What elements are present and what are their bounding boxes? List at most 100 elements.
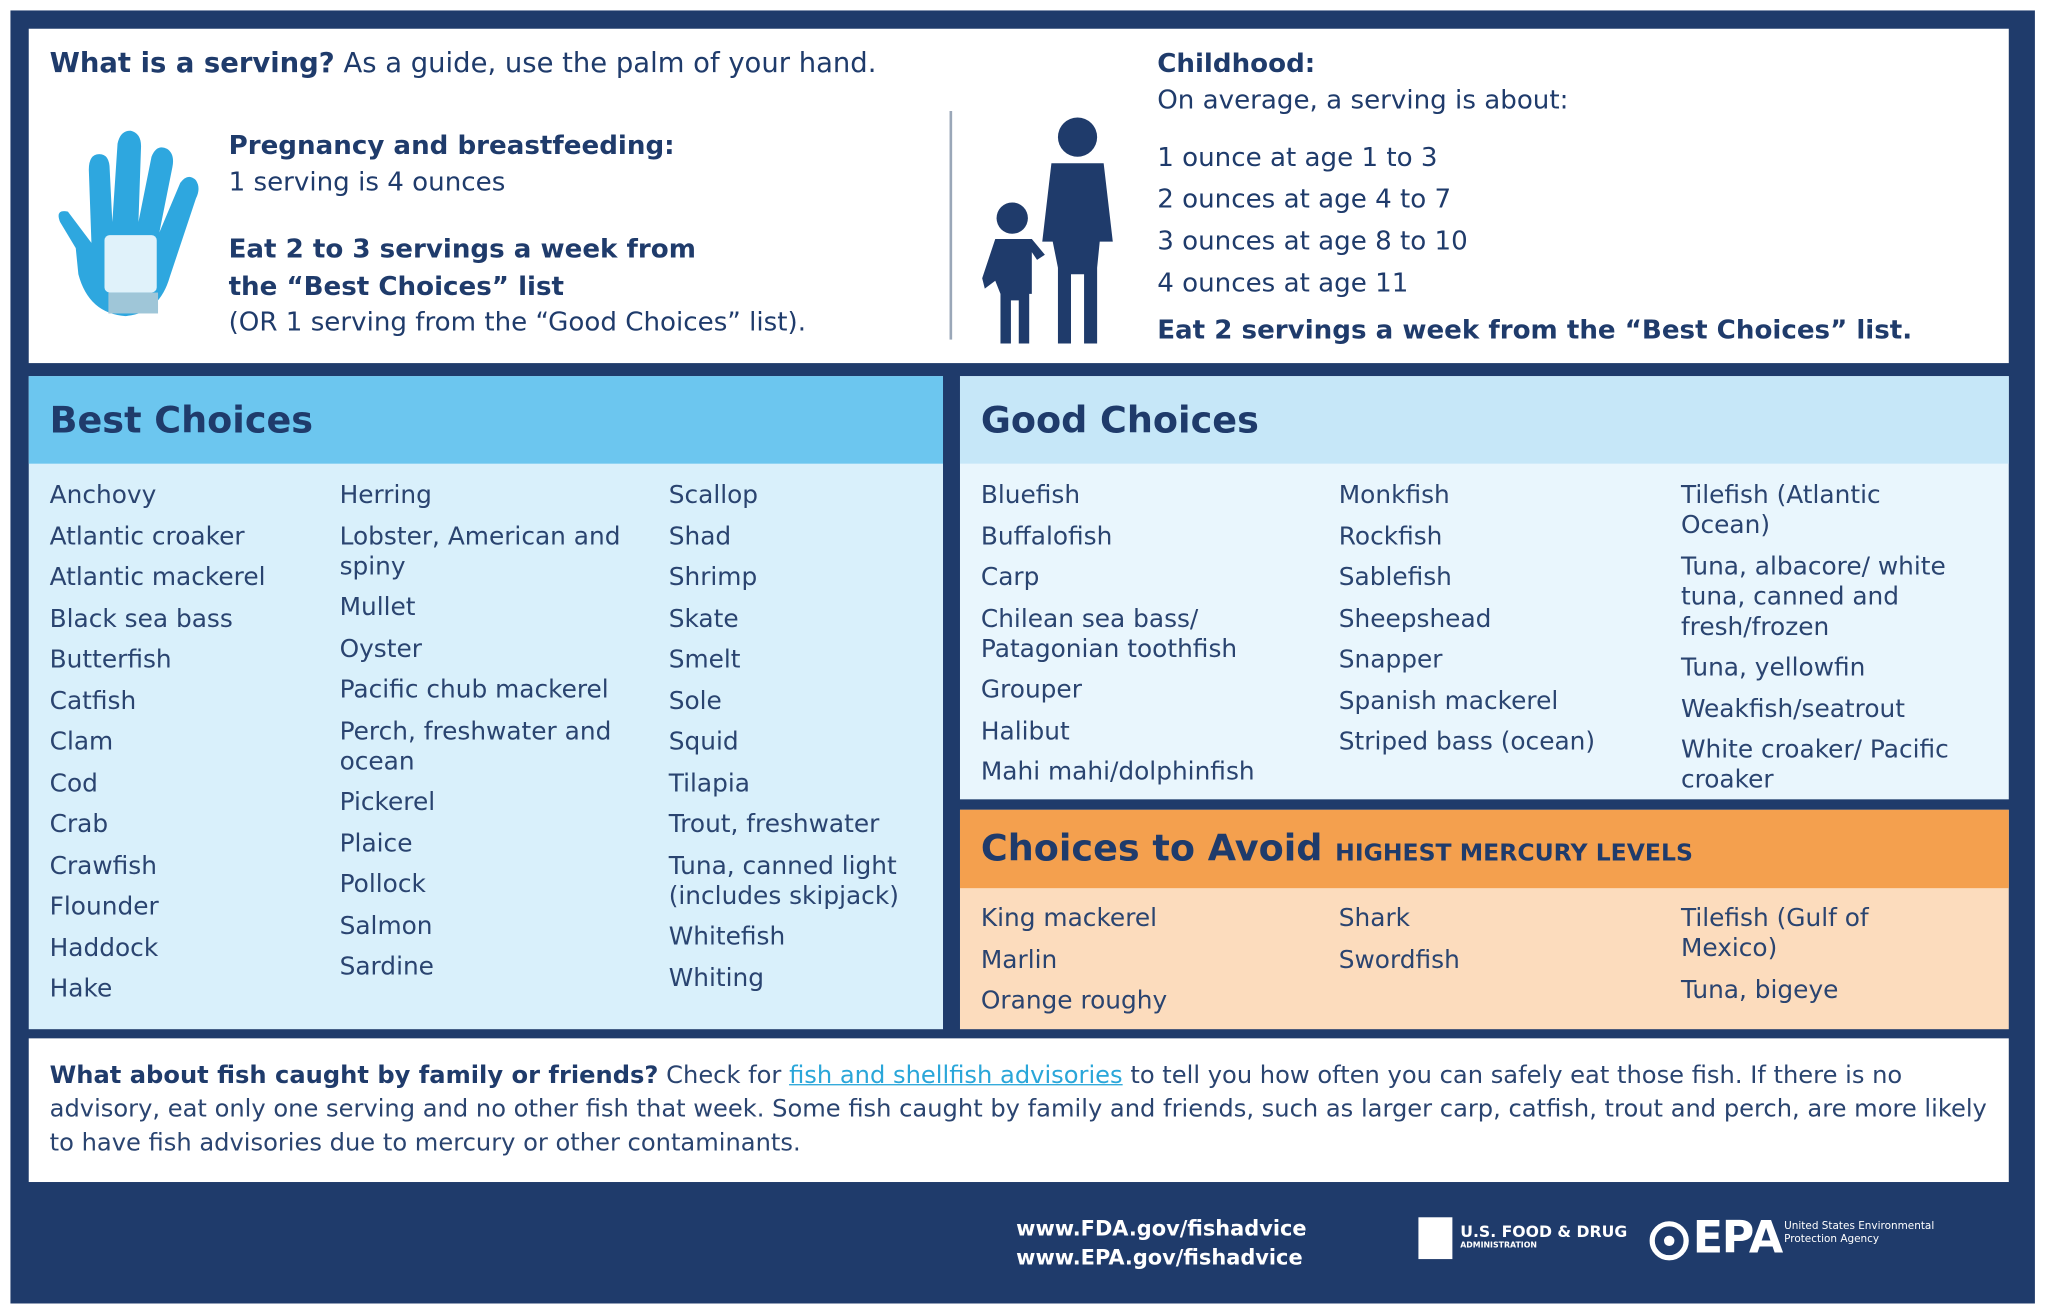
list-column: Shark Swordfish (1339, 904, 1633, 986)
caught-text-start: Check for (666, 1061, 782, 1090)
fish-item: Cod (49, 768, 98, 798)
good-title: Good Choices (959, 376, 2009, 464)
caught-text-end: to tell you how often you can safely eat… (49, 1061, 1987, 1158)
fish-item: Sardine (339, 952, 434, 981)
fish-item: Grouper (980, 675, 1082, 704)
fish-item: Squid (668, 727, 739, 757)
fish-item: Weakfish/seatrout (1680, 694, 1905, 723)
pregnancy-size: 1 serving is 4 ounces (228, 165, 506, 198)
avoid-panel: Choices to Avoid HIGHEST MERCURY LEVELS … (959, 809, 2009, 1030)
fish-item: King mackerel (980, 903, 1158, 933)
fish-item: Atlantic mackerel (49, 562, 266, 592)
fish-item: Sheepshead (1338, 604, 1492, 633)
best-panel: Best Choices Anchovy Atlantic croaker Atla… (28, 376, 944, 1030)
fish-item: Tuna, albacore/ white tuna, canned and f… (1680, 551, 1946, 641)
fish-item: Clam (49, 727, 114, 757)
fish-item: Tuna, bigeye (1680, 975, 1839, 1004)
childhood-size: 2 ounces at age 4 to 7 (1157, 182, 1452, 215)
fish-item: Oyster (339, 634, 422, 663)
serving-section (28, 28, 2009, 364)
fish-item: Tuna, canned light (includes skipjack) (668, 850, 899, 910)
childhood-size: 3 ounces at age 8 to 10 (1157, 224, 1468, 256)
fish-item: Tuna, yellowfin (1680, 653, 1866, 682)
footer-urls: www.FDA.gov/fishadvice www.EPA.gov/fisha… (1016, 1215, 1306, 1272)
fish-item: Herring (339, 480, 432, 510)
list-column: Tilefish (Gulf of Mexico) Tuna, bigeye (1681, 904, 1955, 1016)
serving-intro: What is a serving? As a guide, use the p… (50, 47, 877, 78)
fish-item: Snapper (1338, 645, 1443, 674)
divider (949, 111, 953, 340)
fish-item: Salmon (339, 911, 433, 940)
fish-item: Sole (668, 686, 722, 716)
list-column: Anchovy Atlantic croaker Atlantic mackerel… (50, 481, 344, 1016)
epa-flower (1649, 1221, 1689, 1261)
pregnancy-alternative: (OR 1 serving from the “Good Choices” li… (228, 305, 807, 337)
fish-item: Mullet (339, 592, 416, 622)
childhood-size: 1 ounce at age 1 to 3 (1157, 141, 1438, 173)
fish-item: Anchovy (49, 480, 157, 510)
avoid-subtitle: HIGHEST MERCURY LEVELS (1335, 839, 1693, 868)
childhood-advice: Eat 2 servings a week from the “Best Cho… (1157, 313, 1913, 345)
fish-item: Bluefish (980, 480, 1081, 510)
fish-item: Shad (668, 521, 732, 551)
caught-question: What about fish caught by family or frie… (49, 1061, 659, 1090)
caught-text: What about fish caught by family or frie… (50, 1059, 1996, 1161)
fish-item: Shark (1338, 903, 1411, 933)
fish-item: Trout, freshwater (668, 809, 880, 839)
fda-name: U.S. FOOD & DRUG (1460, 1222, 1628, 1241)
fish-item: Swordfish (1338, 944, 1460, 974)
fish-item: Haddock (49, 933, 159, 962)
fish-item: Skate (668, 604, 739, 633)
list-column: Tilefish (Atlantic Ocean) Tuna, albacore/… (1681, 481, 1955, 807)
childhood-size: 4 ounces at age 11 (1157, 266, 1409, 298)
fish-item: Atlantic croaker (49, 521, 245, 551)
fish-item: Marlin (980, 944, 1058, 974)
fish-item: Hake (49, 974, 113, 1004)
fish-item: Spanish mackerel (1338, 686, 1559, 716)
fish-item: Pickerel (339, 787, 436, 817)
fish-item: Black sea bass (49, 604, 233, 633)
epa-full-name: United States Environmental Protection A… (1784, 1219, 1935, 1245)
list-column: King mackerel Marlin Orange roughy (981, 904, 1275, 1027)
serving-guide: As a guide, use the palm of your hand. (343, 47, 877, 79)
fish-item: Scallop (668, 480, 759, 510)
fish-item: Tilefish (Atlantic Ocean) (1680, 480, 1881, 540)
fish-item: Perch, freshwater and ocean (339, 716, 612, 776)
epa-url: www.EPA.gov/fishadvice (1016, 1244, 1303, 1270)
caught-section (28, 1038, 2009, 1183)
fish-item: Butterfish (49, 645, 172, 674)
fish-item: Mahi mahi/dolphinfish (980, 757, 1255, 787)
fish-item: Rockfish (1338, 521, 1443, 551)
fish-item: Lobster, American and spiny (339, 521, 621, 581)
fish-item: Tilapia (668, 768, 750, 798)
pregnancy-heading: Pregnancy and breastfeeding: (228, 129, 675, 161)
fish-item: Smelt (668, 645, 741, 674)
fda-logo-box (1418, 1217, 1453, 1260)
fish-item: Buffalofish (980, 521, 1113, 551)
good-panel: Good Choices Bluefish Buffalofish Carp Chil… (959, 376, 2009, 800)
fda-logo: U.S. FOOD & DRUG ADMINISTRATION (1460, 1223, 1627, 1250)
childhood-heading: Childhood: (1157, 47, 1316, 79)
fda-subname: ADMINISTRATION (1460, 1240, 1537, 1250)
list-column: Monkfish Rockfish Sablefish Sheepshead Snapp… (1339, 481, 1633, 769)
childhood-sizes: 1 ounce at age 1 to 3 2 ounces at age 4 t… (1157, 136, 1468, 303)
children-icon (982, 117, 1113, 344)
advisories-link[interactable]: fish and shellfish advisories (789, 1061, 1123, 1090)
fish-item: Shrimp (668, 562, 758, 592)
fish-item: Halibut (980, 716, 1070, 746)
fish-item: Crab (49, 809, 109, 839)
fish-item: Striped bass (ocean) (1338, 727, 1596, 757)
avoid-title: Choices to Avoid (980, 826, 1323, 870)
fda-url: www.FDA.gov/fishadvice (1016, 1215, 1307, 1241)
list-column: Scallop Shad Shrimp Skate Smelt Sole Squid Tila… (669, 481, 943, 1005)
childhood-intro: On average, a serving is about: (1157, 83, 1569, 115)
hand-icon (58, 130, 199, 317)
fish-item: Orange roughy (980, 986, 1168, 1015)
fish-item: Whitefish (668, 922, 786, 951)
fish-item: White croaker/ Pacific croaker (1680, 735, 1949, 795)
list-column: Bluefish Buffalofish Carp Chilean sea bass/… (981, 481, 1275, 799)
fish-item: Monkfish (1338, 480, 1450, 510)
fish-item: Plaice (339, 828, 413, 858)
